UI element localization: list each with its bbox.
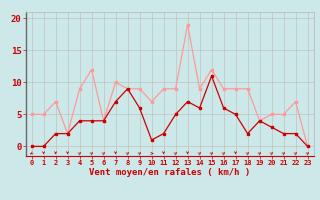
X-axis label: Vent moyen/en rafales ( km/h ): Vent moyen/en rafales ( km/h )	[89, 168, 250, 177]
